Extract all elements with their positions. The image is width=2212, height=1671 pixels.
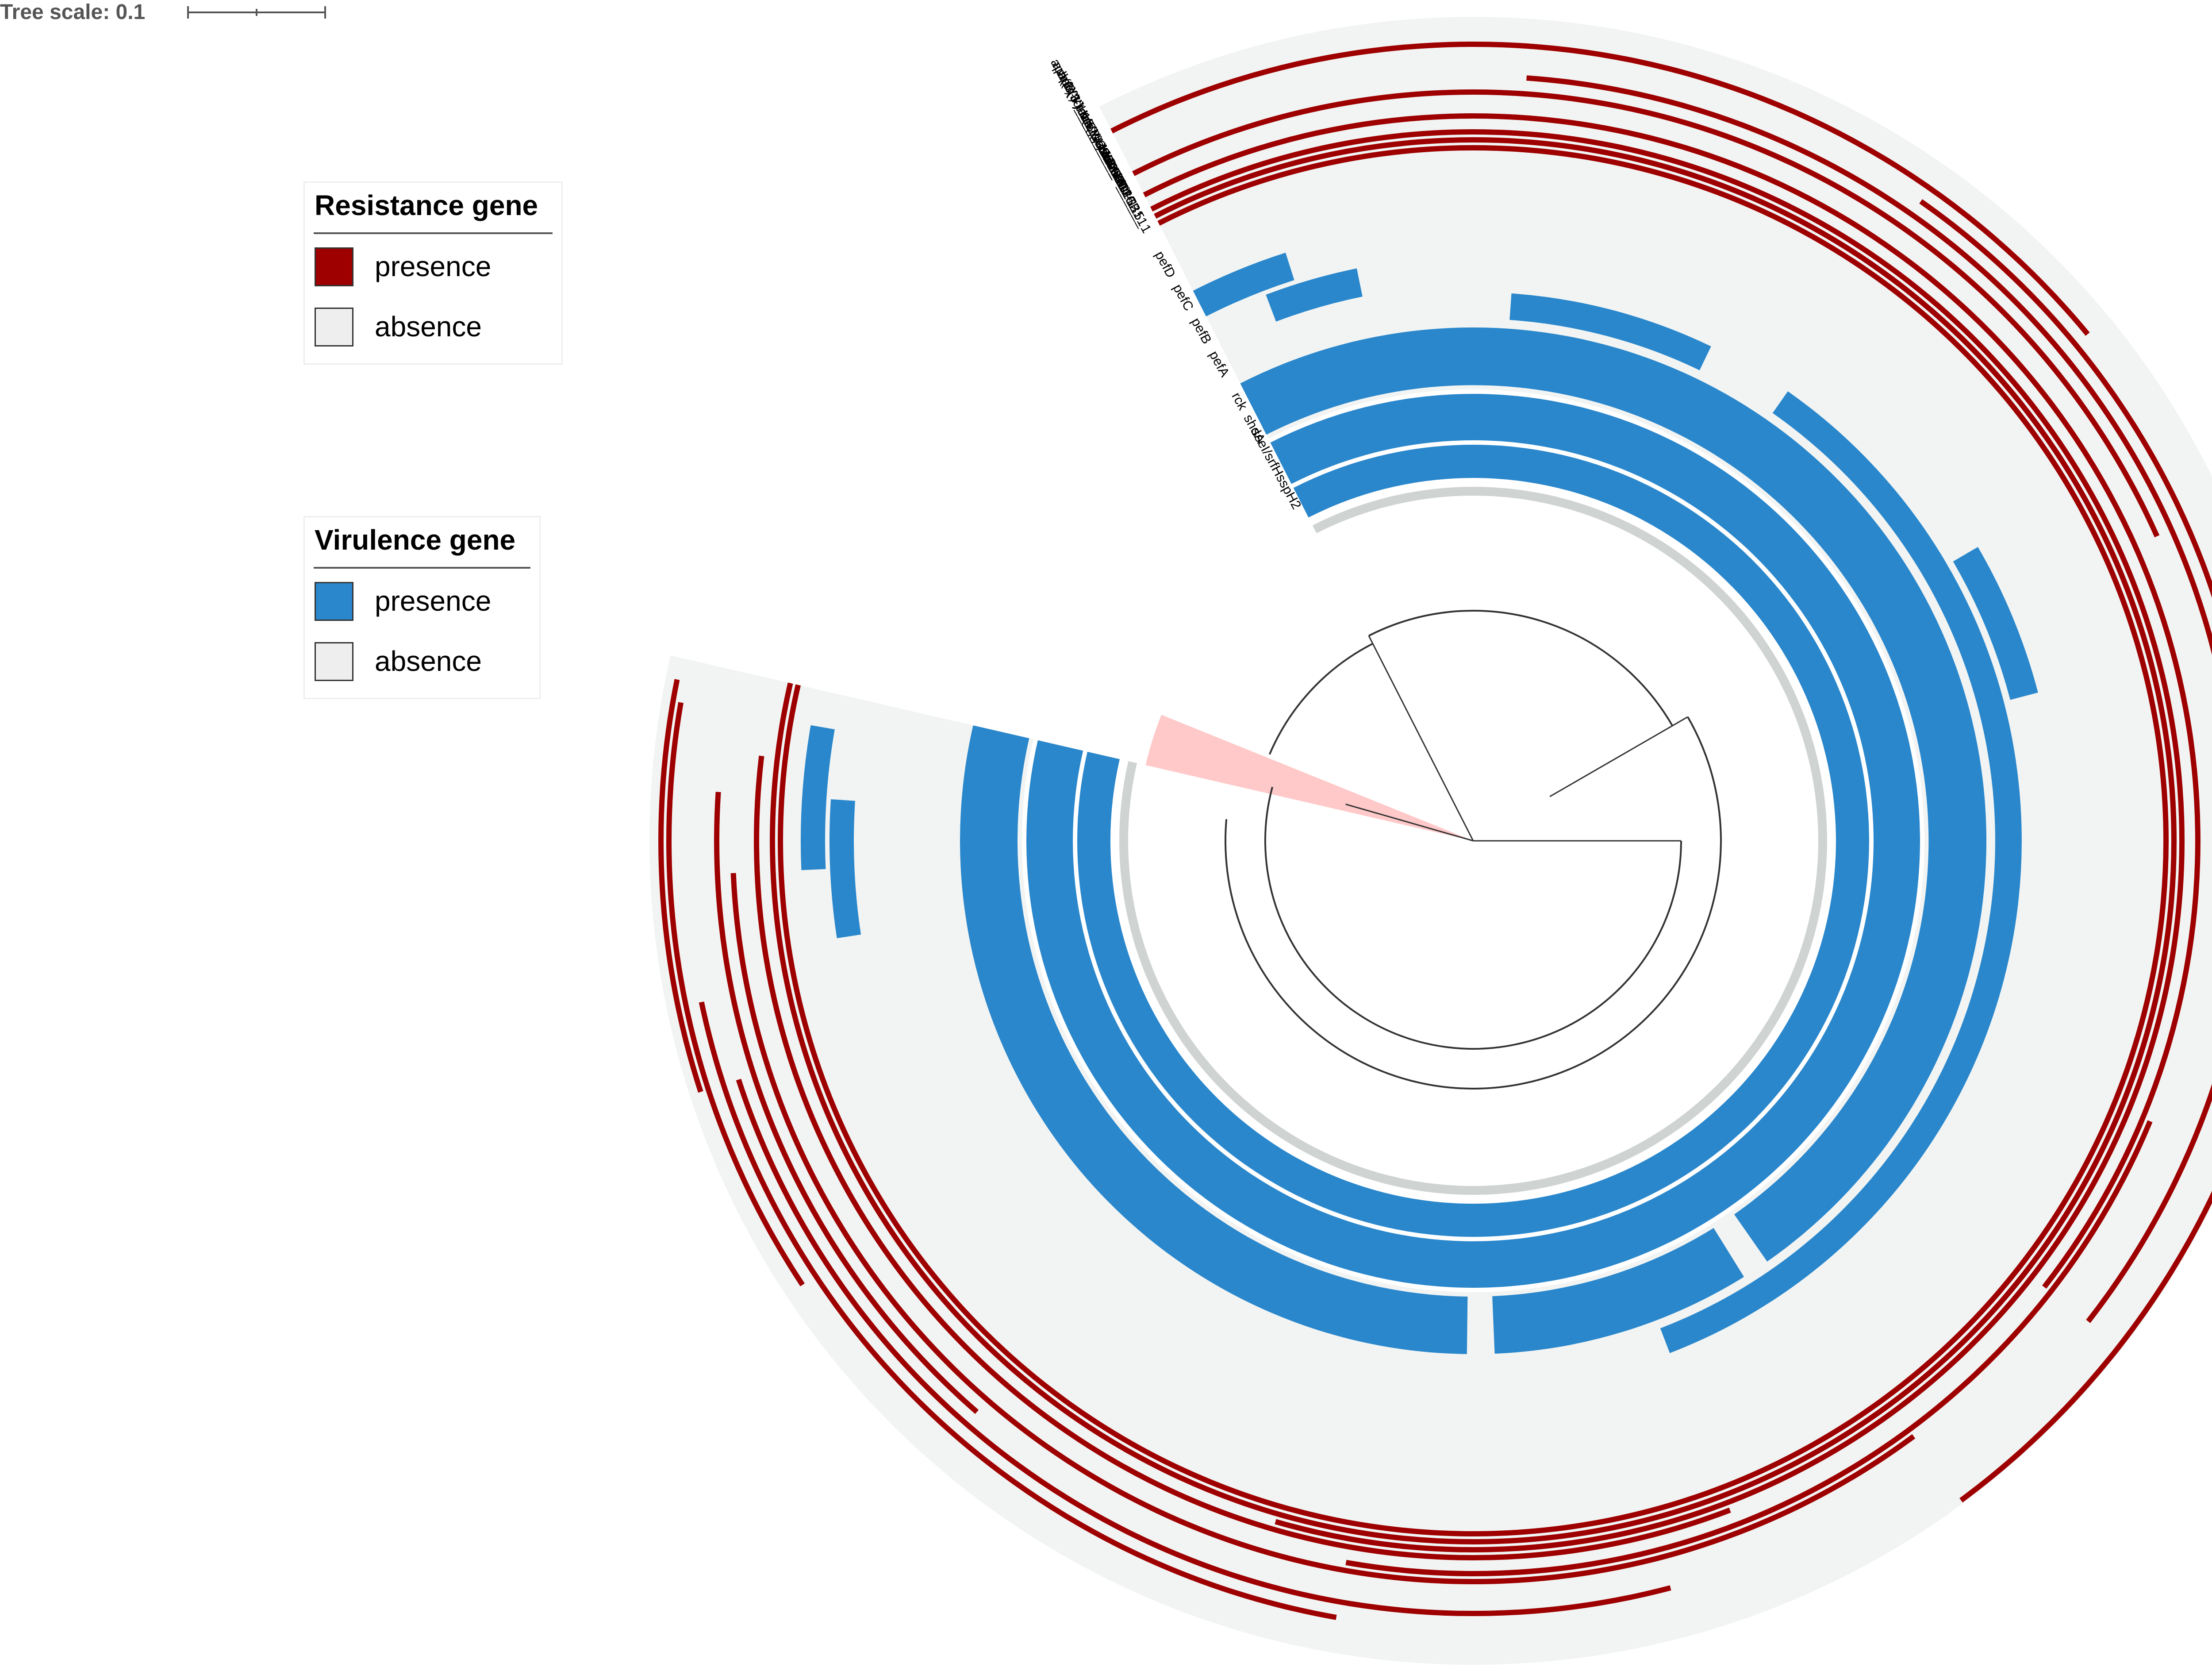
highlight-clade-wedge [1145,715,1473,841]
phylogenetic-tree [1119,487,1827,1195]
virulence-presence-segment [1266,268,1363,322]
absence-swatch [315,308,353,347]
tree-branch-arc [1368,610,1674,727]
presence-swatch [315,247,353,286]
virulence-presence-segment [1509,293,1711,370]
resistance-presence-segment [658,679,703,1093]
virulence-presence-segment [1660,391,2022,1353]
legend-title: Resistance gene [315,189,538,221]
resistance-presence-segment [1526,75,2212,655]
virulence-presence-segment [1492,1228,1744,1354]
absence-label: absence [375,311,482,343]
highlighted-clade [1145,715,1473,841]
presence-label: presence [375,250,492,282]
virulence-presence-segment [960,725,1468,1354]
virulence-presence-segment [1193,253,1294,316]
virulence-presence-segment [1953,547,2038,700]
virulence-gene-rings [800,253,2038,1354]
tree-scale-bar [187,6,326,19]
virulence-presence-segment [800,725,835,870]
tree-branch [1368,635,1474,841]
presence-label: presence [375,585,492,617]
legend-divider [314,567,530,569]
legend-divider [314,232,553,234]
virulence-gene-legend: Virulence gene presence absence [303,516,541,699]
absence-swatch [315,642,353,681]
presence-swatch [315,582,353,621]
legend-title: Virulence gene [315,524,516,556]
tree-branch-arc [1264,786,1682,1050]
tree-background [1022,389,1924,1293]
gene-ring-label: aph(6)-Id_1 [1048,56,1093,123]
tree-scale-label: Tree scale: 0.1 [0,0,146,24]
virulence-presence-segment [829,799,861,939]
tree-branch-arc [1225,716,1722,1090]
resistance-gene-rings [658,41,2212,1620]
tree-branch [1345,803,1474,842]
tree-branch-arc [1268,643,1373,755]
tree-branch [1549,716,1688,797]
resistance-gene-legend: Resistance gene presence absence [303,181,563,365]
absence-label: absence [375,645,482,677]
